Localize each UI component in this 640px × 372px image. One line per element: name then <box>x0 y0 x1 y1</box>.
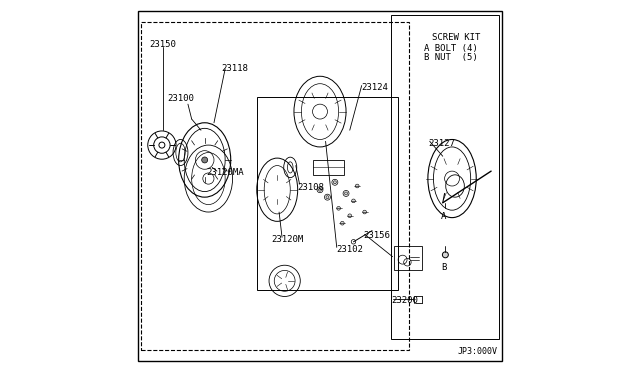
Circle shape <box>355 184 359 188</box>
Text: 23120MA: 23120MA <box>207 169 244 177</box>
Circle shape <box>348 214 351 218</box>
Bar <box>390 15 499 339</box>
Circle shape <box>202 157 207 163</box>
Circle shape <box>319 188 321 191</box>
Bar <box>394 246 422 270</box>
Text: 23102: 23102 <box>337 245 364 254</box>
Circle shape <box>340 221 344 225</box>
Circle shape <box>344 192 348 195</box>
Text: 23200: 23200 <box>392 296 419 305</box>
Circle shape <box>351 240 356 244</box>
Text: 23100: 23100 <box>168 94 195 103</box>
Circle shape <box>326 196 329 199</box>
Text: 23124: 23124 <box>362 83 388 92</box>
Text: 23156: 23156 <box>364 231 390 240</box>
Circle shape <box>363 210 367 214</box>
Circle shape <box>351 199 355 203</box>
Bar <box>257 97 398 290</box>
Circle shape <box>159 142 165 148</box>
Text: 23127: 23127 <box>428 139 455 148</box>
Circle shape <box>337 206 340 210</box>
Text: A BOLT (4): A BOLT (4) <box>424 44 477 53</box>
Circle shape <box>442 252 449 258</box>
Bar <box>141 22 410 350</box>
Text: SCREW KIT: SCREW KIT <box>431 33 480 42</box>
Text: 23108: 23108 <box>298 183 324 192</box>
Text: 23120M: 23120M <box>271 235 304 244</box>
Text: JP3:000V: JP3:000V <box>458 347 498 356</box>
Circle shape <box>333 181 337 184</box>
Text: B: B <box>441 263 447 272</box>
Text: 23150: 23150 <box>149 40 176 49</box>
Text: A: A <box>441 212 447 221</box>
Text: B NUT  (5): B NUT (5) <box>424 53 477 62</box>
Text: 23118: 23118 <box>221 64 248 73</box>
